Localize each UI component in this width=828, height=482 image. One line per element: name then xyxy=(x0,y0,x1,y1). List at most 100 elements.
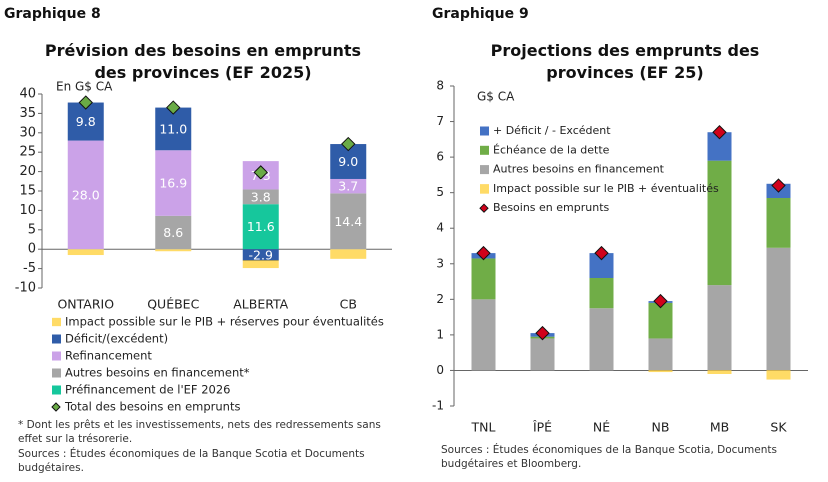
bar-segment xyxy=(707,285,732,371)
bar-segment xyxy=(648,338,673,371)
x-tick-label: ÎPÉ xyxy=(532,420,552,435)
bar-segment xyxy=(242,204,279,250)
y-tick-label: 10 xyxy=(19,203,36,218)
legend-label: Échéance de la dette xyxy=(493,143,610,156)
bar-segment xyxy=(155,215,192,250)
marker xyxy=(476,245,491,261)
marker xyxy=(253,165,268,180)
x-tick-label: ALBERTA xyxy=(233,297,288,312)
y-tick-label: -5 xyxy=(23,261,36,276)
x-tick-label: MB xyxy=(710,420,729,435)
legend-swatch xyxy=(480,165,489,175)
x-tick-label: ONTARIO xyxy=(57,297,114,312)
footnote: Sources : Études économiques de la Banqu… xyxy=(18,448,365,474)
bar-segment xyxy=(330,193,367,250)
bar-segment xyxy=(67,249,104,256)
bar-segment xyxy=(471,258,496,300)
bar-segment xyxy=(766,370,791,380)
bar-segment xyxy=(330,249,367,259)
legend-label: Besoins en emprunts xyxy=(493,201,610,214)
y-tick-label: 0 xyxy=(436,363,444,377)
bar-segment xyxy=(648,302,673,339)
legend-label: Préfinancement de l'EF 2026 xyxy=(65,383,230,397)
y-tick-label: 40 xyxy=(19,87,36,102)
marker xyxy=(653,293,668,309)
y-tick-label: 5 xyxy=(436,185,444,199)
y-tick-label: 35 xyxy=(19,106,36,121)
legend-label: Autres besoins en financement xyxy=(493,163,665,176)
legend-label: Impact possible sur le PIB + réserves po… xyxy=(65,315,384,329)
data-label: 3.7 xyxy=(338,179,358,194)
x-tick-label: TNL xyxy=(471,420,496,435)
y-tick-label: 4 xyxy=(436,221,444,235)
y-axis-label: G$ CA xyxy=(477,90,515,104)
bar-segment xyxy=(589,278,614,309)
legend-swatch xyxy=(52,385,61,395)
bar-segment xyxy=(766,247,791,371)
bar-segment xyxy=(707,370,732,374)
y-axis-label: En G$ CA xyxy=(56,80,113,94)
legend-swatch xyxy=(480,184,489,194)
y-tick-label: -10 xyxy=(15,281,36,296)
data-label: 11.6 xyxy=(247,219,275,234)
y-tick-label: 0 xyxy=(28,242,36,257)
y-tick-label: 25 xyxy=(19,145,36,160)
data-label: 28.0 xyxy=(72,187,100,202)
y-tick-label: 15 xyxy=(19,184,36,199)
chart-title: Prévision des besoins en emprunts des pr… xyxy=(44,41,362,82)
data-label: 9.8 xyxy=(76,114,96,129)
legend-label: Impact possible sur le PIB + éventualité… xyxy=(493,182,719,195)
legend-label: Total des besoins en emprunts xyxy=(64,400,240,414)
chart-label: Graphique 9 xyxy=(432,6,529,22)
data-label: -2.9 xyxy=(249,247,273,262)
bar-segment xyxy=(471,299,496,371)
x-tick-label: NB xyxy=(652,420,670,435)
legend-swatch xyxy=(51,402,61,412)
bar-segment xyxy=(589,308,614,371)
marker xyxy=(712,125,727,140)
bar-segment xyxy=(242,189,279,205)
y-tick-label: 3 xyxy=(436,256,444,270)
data-label: 11.0 xyxy=(159,121,187,136)
data-label: 8.6 xyxy=(163,225,183,240)
marker xyxy=(771,178,786,193)
data-label: 3.8 xyxy=(251,189,271,204)
y-tick-label: 2 xyxy=(436,292,444,306)
x-tick-label: SK xyxy=(770,420,787,435)
bar-segment xyxy=(766,198,791,248)
marker xyxy=(341,136,356,152)
data-label: 16.9 xyxy=(159,176,187,191)
y-tick-label: 1 xyxy=(436,327,444,341)
legend-label: + Déficit / - Excédent xyxy=(493,124,611,137)
chart-title: Projections des emprunts des provinces (… xyxy=(490,41,760,82)
legend-swatch xyxy=(52,334,61,344)
legend-swatch xyxy=(480,126,489,136)
bar-segment xyxy=(648,370,673,373)
marker xyxy=(535,325,550,341)
legend-label: Déficit/(excédent) xyxy=(65,332,168,346)
y-tick-label: -1 xyxy=(432,399,444,413)
marker xyxy=(594,245,609,261)
legend-swatch xyxy=(52,317,61,327)
y-tick-label: 6 xyxy=(436,150,444,164)
bar-segment xyxy=(330,178,367,194)
y-tick-label: 30 xyxy=(19,125,36,140)
bar-segment xyxy=(155,249,192,252)
bar-segment xyxy=(242,249,279,261)
legend-label: Refinancement xyxy=(65,349,152,363)
y-tick-label: 7 xyxy=(436,114,444,128)
data-label: 9.0 xyxy=(338,154,358,169)
x-tick-label: QUÉBEC xyxy=(147,297,199,312)
bar-segment xyxy=(242,260,279,269)
bar-segment xyxy=(707,160,732,286)
legend-swatch xyxy=(480,145,489,155)
marker xyxy=(78,95,93,110)
legend-swatch xyxy=(52,368,61,378)
data-label: 14.4 xyxy=(334,214,362,229)
legend-swatch xyxy=(479,203,489,213)
y-tick-label: 8 xyxy=(436,79,444,93)
footnote: * Dont les prêts et les investissements,… xyxy=(18,419,381,445)
y-tick-label: 5 xyxy=(28,222,36,237)
bar-segment xyxy=(155,150,192,216)
